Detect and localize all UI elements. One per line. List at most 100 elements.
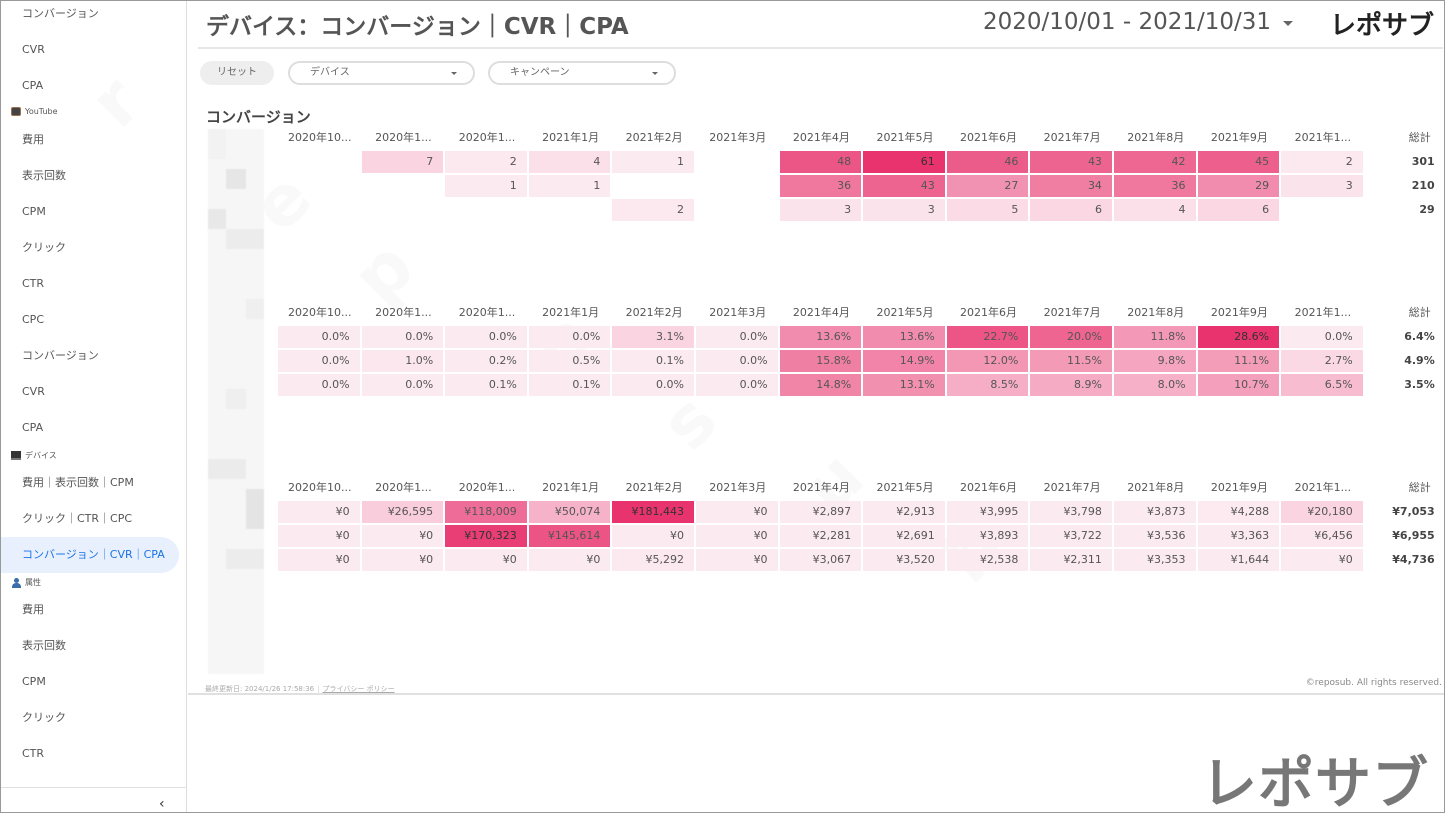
table-cell: ¥0	[445, 549, 527, 571]
column-header[interactable]: 2021年2月	[625, 481, 683, 494]
table-cell: 0.0%	[1281, 326, 1363, 348]
table-cell: 29	[1197, 175, 1280, 197]
campaign-filter-label: キャンペーン	[510, 67, 570, 78]
sidebar-item[interactable]: CTR	[22, 747, 45, 760]
sidebar-item[interactable]: コンバージョン	[22, 349, 99, 362]
sidebar-item[interactable]: CPA	[22, 421, 44, 434]
sidebar-item[interactable]: クリック｜CTR｜CPC	[22, 512, 133, 525]
sidebar-item[interactable]: 表示回数	[22, 639, 66, 652]
sidebar-item[interactable]: CVR	[22, 385, 45, 398]
table-cell: 2	[612, 199, 694, 221]
table-cell	[529, 199, 611, 221]
column-header[interactable]: 2021年1月	[542, 306, 600, 319]
column-header[interactable]: 2021年7月	[1043, 131, 1101, 144]
column-header[interactable]: 2021年9月	[1210, 131, 1268, 144]
sidebar-item[interactable]: 表示回数	[22, 169, 66, 182]
table-cell	[696, 199, 778, 221]
column-header-total[interactable]: 総計	[1408, 306, 1431, 319]
sidebar-item[interactable]: CPM	[22, 205, 46, 218]
chevron-down-icon	[451, 72, 457, 75]
column-header[interactable]: 2021年5月	[876, 131, 934, 144]
sidebar-item[interactable]: CVR	[22, 43, 45, 56]
chevron-down-icon[interactable]	[1283, 21, 1293, 26]
column-header[interactable]: 2021年4月	[792, 131, 850, 144]
table-cell: 3	[779, 199, 862, 221]
column-header[interactable]: 2021年3月	[709, 481, 767, 494]
reset-button[interactable]: リセット	[200, 61, 274, 85]
table-cell: 20.0%	[1030, 326, 1112, 348]
table-cell	[278, 175, 360, 197]
column-header[interactable]: 2021年5月	[876, 306, 934, 319]
table-cell: ¥118,009	[445, 501, 527, 523]
table-cell	[278, 199, 360, 221]
column-header[interactable]: 2021年6月	[960, 306, 1018, 319]
sidebar-item[interactable]: CPM	[22, 675, 46, 688]
table-cell: 4	[1113, 199, 1196, 221]
privacy-policy-link[interactable]: プライバシー ポリシー	[322, 685, 395, 693]
column-header[interactable]: 2021年9月	[1210, 306, 1268, 319]
column-header[interactable]: 2020年1...	[458, 306, 516, 319]
table-cell: 27	[946, 175, 1029, 197]
table-row: 2 3 3 5 6 4 6 29	[278, 199, 1437, 223]
campaign-filter-dropdown[interactable]: キャンペーン	[488, 61, 676, 85]
column-header[interactable]: 2021年7月	[1043, 481, 1101, 494]
column-header[interactable]: 2021年1...	[1294, 481, 1352, 494]
column-header[interactable]: 2021年2月	[625, 131, 683, 144]
column-header[interactable]: 2021年8月	[1127, 306, 1185, 319]
table-cell: ¥0	[278, 525, 360, 547]
column-header[interactable]: 2020年10...	[288, 306, 352, 319]
table-cell: ¥0	[612, 525, 694, 547]
sidebar-item[interactable]: 費用	[22, 133, 44, 146]
column-header[interactable]: 2020年1...	[375, 481, 432, 494]
column-header[interactable]: 2020年1...	[458, 481, 516, 494]
row-total: ¥7,053	[1392, 505, 1435, 518]
sidebar-item[interactable]: 費用	[22, 603, 44, 616]
column-header[interactable]: 2021年8月	[1127, 481, 1185, 494]
sidebar-item[interactable]: クリック	[22, 241, 66, 254]
table-cell: 13.6%	[863, 326, 945, 348]
sidebar-item[interactable]: クリック	[22, 711, 66, 724]
column-header[interactable]: 2021年2月	[625, 306, 683, 319]
table-cell: 0.2%	[445, 350, 527, 372]
column-header[interactable]: 2020年1...	[375, 306, 432, 319]
column-header[interactable]: 2021年8月	[1127, 131, 1185, 144]
report-main: r e p o s u b デバイス：コンバージョン｜CVR｜CPA 2020/…	[188, 1, 1444, 694]
column-header[interactable]: 2020年1...	[458, 131, 516, 144]
sidebar-item[interactable]: CTR	[22, 277, 45, 290]
row-total: 3.5%	[1404, 378, 1435, 391]
date-range-picker[interactable]: 2020/10/01 - 2021/10/31	[983, 9, 1272, 35]
column-header-total[interactable]: 総計	[1408, 131, 1431, 144]
table-cell: ¥2,913	[863, 501, 945, 523]
column-header[interactable]: 2021年1月	[542, 131, 600, 144]
column-header[interactable]: 2021年5月	[876, 481, 934, 494]
column-header[interactable]: 2021年6月	[960, 481, 1018, 494]
device-filter-dropdown[interactable]: デバイス	[288, 61, 475, 85]
column-header[interactable]: 2021年7月	[1043, 306, 1101, 319]
laptop-icon	[11, 451, 21, 460]
column-header[interactable]: 2021年9月	[1210, 481, 1268, 494]
column-header[interactable]: 2021年3月	[709, 131, 767, 144]
table-row: ¥0 ¥0 ¥0 ¥0 ¥5,292 ¥0 ¥3,067 ¥3,520 ¥2,538 ¥2,311…	[278, 549, 1437, 573]
column-header[interactable]: 2021年6月	[960, 131, 1018, 144]
column-header[interactable]: 2021年3月	[709, 306, 767, 319]
table-header-row: 2020年10... 2020年1... 2020年1... 2021年1月 2021年…	[278, 304, 1435, 320]
sidebar-item[interactable]: CPA	[22, 79, 44, 92]
sidebar-item[interactable]: CPC	[22, 313, 44, 326]
column-header[interactable]: 2021年1月	[542, 481, 600, 494]
sidebar-item[interactable]: コンバージョン｜CVR｜CPA	[1, 537, 179, 573]
column-header[interactable]: 2021年4月	[792, 481, 850, 494]
column-header-total[interactable]: 総計	[1408, 481, 1431, 494]
collapse-sidebar-icon[interactable]: ‹	[159, 796, 165, 812]
table-cell: 0.0%	[695, 326, 778, 348]
column-header[interactable]: 2020年1...	[375, 131, 432, 144]
sidebar-item[interactable]: コンバージョン	[22, 7, 99, 20]
table-cell: ¥3,873	[1113, 501, 1196, 523]
column-header[interactable]: 2021年1...	[1294, 131, 1352, 144]
column-header[interactable]: 2020年10...	[288, 481, 352, 494]
sidebar-item[interactable]: 費用｜表示回数｜CPM	[22, 476, 134, 489]
table-cell: ¥26,595	[361, 501, 444, 523]
column-header[interactable]: 2020年10...	[288, 131, 352, 144]
table-cell: ¥2,897	[779, 501, 862, 523]
column-header[interactable]: 2021年4月	[792, 306, 850, 319]
column-header[interactable]: 2021年1...	[1294, 306, 1352, 319]
